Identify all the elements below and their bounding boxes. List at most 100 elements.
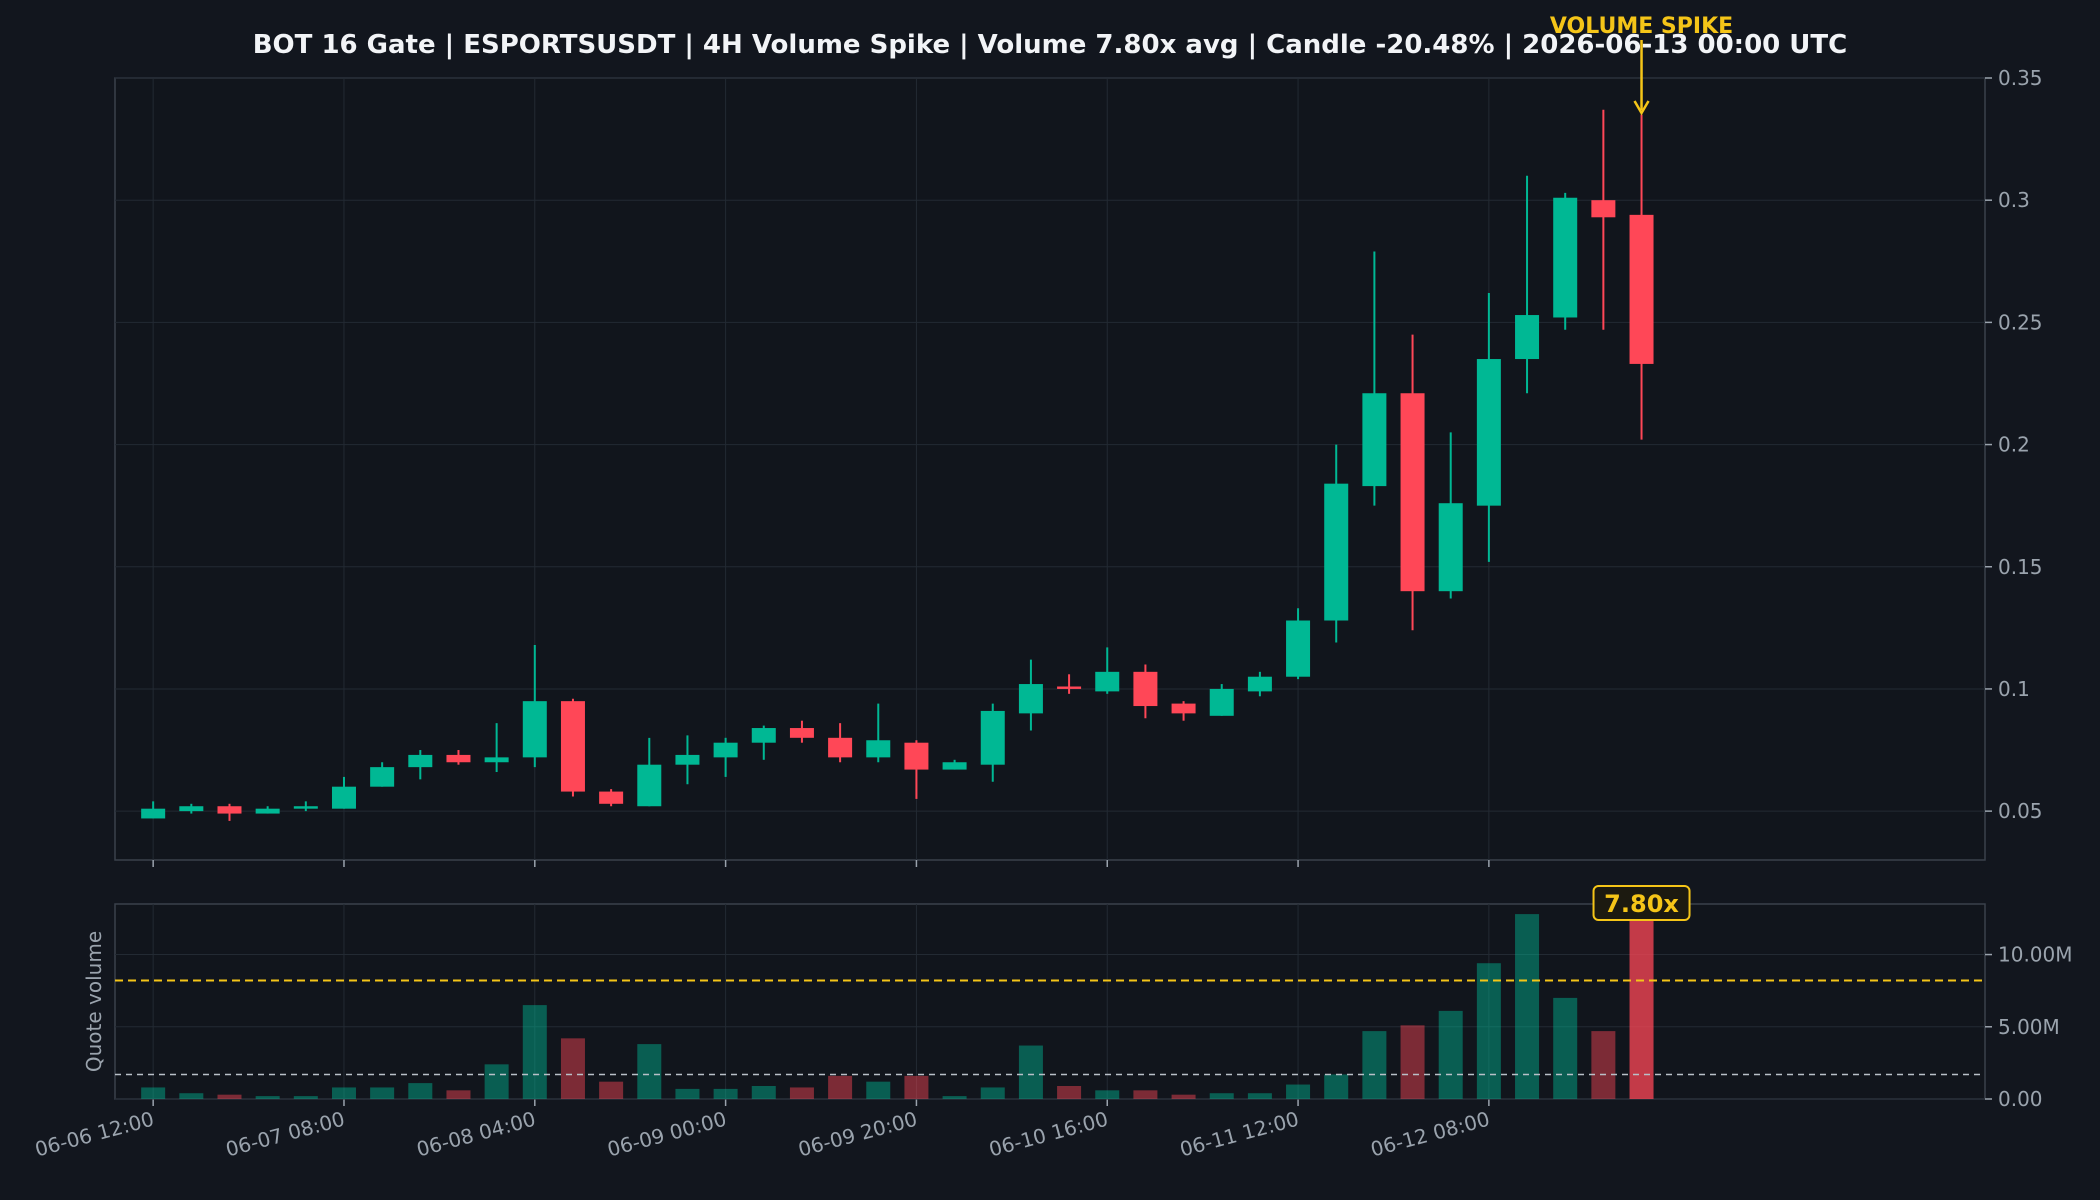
candle-body bbox=[1515, 315, 1540, 360]
volume-bar bbox=[217, 1094, 242, 1099]
volume-y-tick-label: 10.00M bbox=[1998, 943, 2073, 967]
candle-body bbox=[789, 728, 814, 738]
price-y-tick-label: 0.05 bbox=[1998, 799, 2043, 823]
volume-bar bbox=[1133, 1090, 1158, 1099]
candle-body bbox=[1018, 684, 1043, 714]
candle-body bbox=[1057, 686, 1082, 689]
volume-bar bbox=[1438, 1010, 1463, 1099]
volume-bar bbox=[1591, 1031, 1616, 1099]
candle-body bbox=[1553, 197, 1578, 318]
volume-axis-label: Quote volume bbox=[82, 931, 106, 1072]
candle-body bbox=[1247, 676, 1272, 692]
volume-plot-frame bbox=[114, 903, 1986, 1100]
volume-bar bbox=[370, 1087, 395, 1099]
price-y-tick-label: 0.35 bbox=[1998, 66, 2043, 90]
candle-body bbox=[1209, 688, 1234, 716]
volume-bar bbox=[560, 1038, 585, 1099]
price-panel: 0.05 0.1 0.15 0.2 0.25 0.3 0.35 bbox=[114, 66, 2043, 867]
candle-body bbox=[408, 754, 433, 768]
candle-body bbox=[1476, 359, 1501, 506]
price-y-tick-label: 0.1 bbox=[1998, 677, 2030, 701]
candle-body bbox=[751, 728, 776, 743]
volume-bar bbox=[293, 1096, 318, 1099]
volume-bar bbox=[1362, 1031, 1387, 1099]
volume-bar bbox=[1171, 1094, 1196, 1099]
price-y-tick-label: 0.15 bbox=[1998, 555, 2043, 579]
candle-body bbox=[866, 740, 891, 758]
volume-bar bbox=[331, 1087, 356, 1099]
candle-body bbox=[446, 754, 471, 763]
candle-body bbox=[141, 808, 166, 819]
candle-body bbox=[217, 806, 242, 814]
volume-bar bbox=[1553, 997, 1578, 1099]
volume-bar bbox=[599, 1081, 624, 1099]
candle-body bbox=[1286, 620, 1311, 677]
volume-bar bbox=[1247, 1093, 1272, 1099]
volume-ratio-badge bbox=[1592, 885, 1691, 921]
spike-arrow-head bbox=[1633, 100, 1650, 116]
volume-ratio-badge-text: 7.80x bbox=[1604, 890, 1679, 918]
candle-body bbox=[942, 762, 967, 770]
candle-body bbox=[980, 710, 1005, 765]
candle-body bbox=[255, 808, 280, 814]
volume-bar bbox=[446, 1090, 471, 1099]
candle-body bbox=[1324, 483, 1349, 621]
candle-body bbox=[828, 737, 853, 758]
volume-bar bbox=[1400, 1025, 1425, 1099]
candle-body bbox=[370, 767, 395, 787]
volume-bar bbox=[1476, 963, 1501, 1099]
volume-bar bbox=[1324, 1074, 1349, 1099]
volume-bar bbox=[637, 1044, 662, 1099]
volume-bar bbox=[980, 1087, 1005, 1099]
candle-body bbox=[1438, 503, 1463, 592]
candle-body bbox=[637, 764, 662, 807]
price-y-tick-label: 0.25 bbox=[1998, 310, 2043, 334]
volume-bar bbox=[1018, 1045, 1043, 1099]
price-y-tick-label: 0.2 bbox=[1998, 433, 2030, 457]
volume-bar bbox=[1209, 1093, 1234, 1099]
candle-body bbox=[1171, 703, 1196, 714]
volume-bar bbox=[408, 1083, 433, 1099]
price-y-tick-label: 0.3 bbox=[1998, 188, 2030, 212]
candle-body bbox=[1095, 671, 1120, 692]
candle-body bbox=[484, 757, 509, 763]
volume-y-tick-label: 0.00 bbox=[1998, 1087, 2043, 1111]
volume-bar bbox=[141, 1087, 166, 1099]
candle-body bbox=[1591, 200, 1616, 218]
candle-body bbox=[522, 701, 547, 758]
candle-body bbox=[179, 806, 204, 812]
volume-bar bbox=[1095, 1090, 1120, 1099]
candle-body bbox=[1362, 393, 1387, 487]
volume-bar bbox=[1629, 908, 1654, 1099]
volume-bar bbox=[522, 1005, 547, 1099]
volume-bar bbox=[179, 1093, 204, 1099]
price-plot-frame bbox=[114, 77, 1986, 861]
volume-bar bbox=[255, 1096, 280, 1099]
candle-body bbox=[1629, 214, 1654, 364]
volume-bar bbox=[904, 1075, 929, 1099]
volume-bar bbox=[789, 1087, 814, 1099]
volume-bar bbox=[1286, 1084, 1311, 1099]
candle-body bbox=[293, 806, 318, 809]
volume-bar bbox=[751, 1086, 776, 1099]
volume-panel: 0.00 5.00M 10.00M bbox=[114, 903, 2073, 1111]
candle-body bbox=[904, 742, 929, 770]
volume-bar bbox=[866, 1081, 891, 1099]
candle-body bbox=[1400, 393, 1425, 592]
volume-bar bbox=[675, 1088, 700, 1099]
chart-title: BOT 16 Gate | ESPORTSUSDT | 4H Volume Sp… bbox=[253, 30, 1848, 60]
volume-bar bbox=[1515, 914, 1540, 1099]
volume-bar bbox=[828, 1075, 853, 1099]
candle-body bbox=[560, 701, 585, 792]
volume-y-tick-label: 5.00M bbox=[1998, 1015, 2060, 1039]
volume-bar bbox=[942, 1096, 967, 1099]
volume-bar bbox=[484, 1064, 509, 1099]
candle-body bbox=[1133, 671, 1158, 707]
candle-body bbox=[675, 754, 700, 765]
volume-spike-label: VOLUME SPIKE bbox=[1550, 14, 1733, 39]
candle-body bbox=[713, 742, 738, 758]
candle-body bbox=[599, 791, 624, 804]
volume-bar bbox=[1057, 1086, 1082, 1099]
volume-bar bbox=[713, 1088, 738, 1099]
